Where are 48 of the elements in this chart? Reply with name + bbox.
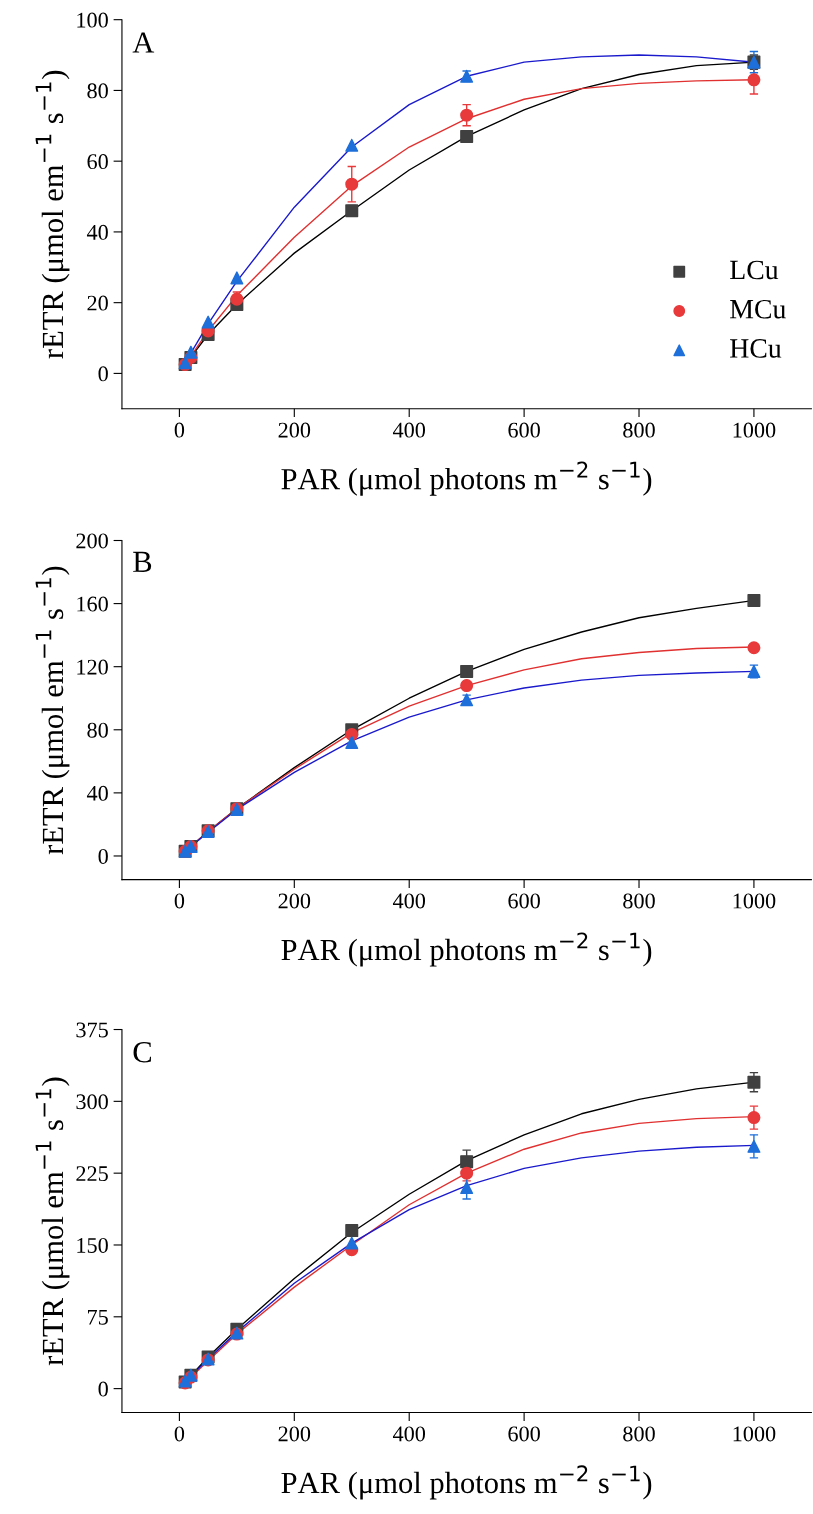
x-tick-label: 600	[508, 422, 540, 438]
legend-label: MCu	[730, 299, 786, 319]
x-tick-label: 400	[392, 422, 426, 438]
x-tick-label: 600	[508, 1426, 540, 1442]
x-tick-label: 1000	[733, 1426, 776, 1442]
y-tick-label: 60	[87, 154, 108, 170]
legend-label: LCu	[730, 260, 779, 280]
annotation: C	[133, 1041, 151, 1063]
y-tick-label: 0	[98, 848, 108, 864]
y-tick-label: 100	[77, 12, 108, 28]
y-tick-label: 20	[87, 295, 108, 311]
x-tick-label: 0	[174, 1426, 185, 1442]
x-tick-label: 600	[508, 893, 540, 909]
y-tick-label: 80	[87, 722, 108, 738]
y-axis-title: rETR (μmol em$^{−1}$ s$^{−1}$)	[35, 566, 70, 855]
x-tick-label: 800	[623, 422, 655, 438]
y-tick-label: 300	[76, 1094, 108, 1110]
y-tick-label: 80	[87, 83, 108, 99]
y-tick-label: 120	[77, 659, 108, 675]
x-axis-title: PAR (μmol photons m$^{−2}$ s$^{−1}$)	[281, 461, 652, 496]
y-tick-label: 225	[76, 1166, 108, 1182]
y-tick-label: 160	[77, 596, 108, 612]
y-axis-title: rETR (μmol em$^{−1}$ s$^{−1}$)	[35, 70, 70, 359]
x-tick-label: 800	[623, 1426, 655, 1442]
x-tick-label: 200	[278, 422, 311, 438]
x-tick-label: 0	[174, 422, 185, 438]
y-axis-title: rETR (μmol em$^{−1}$ s$^{−1}$)	[35, 1077, 70, 1366]
y-tick-label: 75	[88, 1309, 108, 1325]
x-axis-title: PAR (μmol photons m$^{−2}$ s$^{−1}$)	[281, 1465, 652, 1500]
x-axis-title: PAR (μmol photons m$^{−2}$ s$^{−1}$)	[281, 932, 652, 967]
x-tick-label: 1000	[733, 422, 776, 438]
y-tick-label: 375	[76, 1022, 108, 1038]
y-tick-label: 0	[98, 366, 108, 382]
x-tick-label: 1000	[733, 893, 776, 909]
annotation: B	[133, 551, 152, 572]
y-tick-label: 0	[98, 1381, 108, 1397]
annotation: A	[132, 32, 155, 53]
x-tick-label: 200	[278, 1426, 311, 1442]
x-tick-label: 800	[623, 893, 655, 909]
y-tick-label: 200	[76, 533, 108, 549]
x-tick-label: 400	[392, 1426, 426, 1442]
x-tick-label: 0	[174, 893, 185, 909]
y-tick-label: 150	[77, 1237, 108, 1253]
x-tick-label: 400	[392, 893, 426, 909]
y-tick-label: 40	[86, 785, 108, 801]
x-tick-label: 200	[278, 893, 311, 909]
y-tick-label: 40	[86, 224, 108, 240]
legend-label: HCu	[730, 339, 782, 358]
